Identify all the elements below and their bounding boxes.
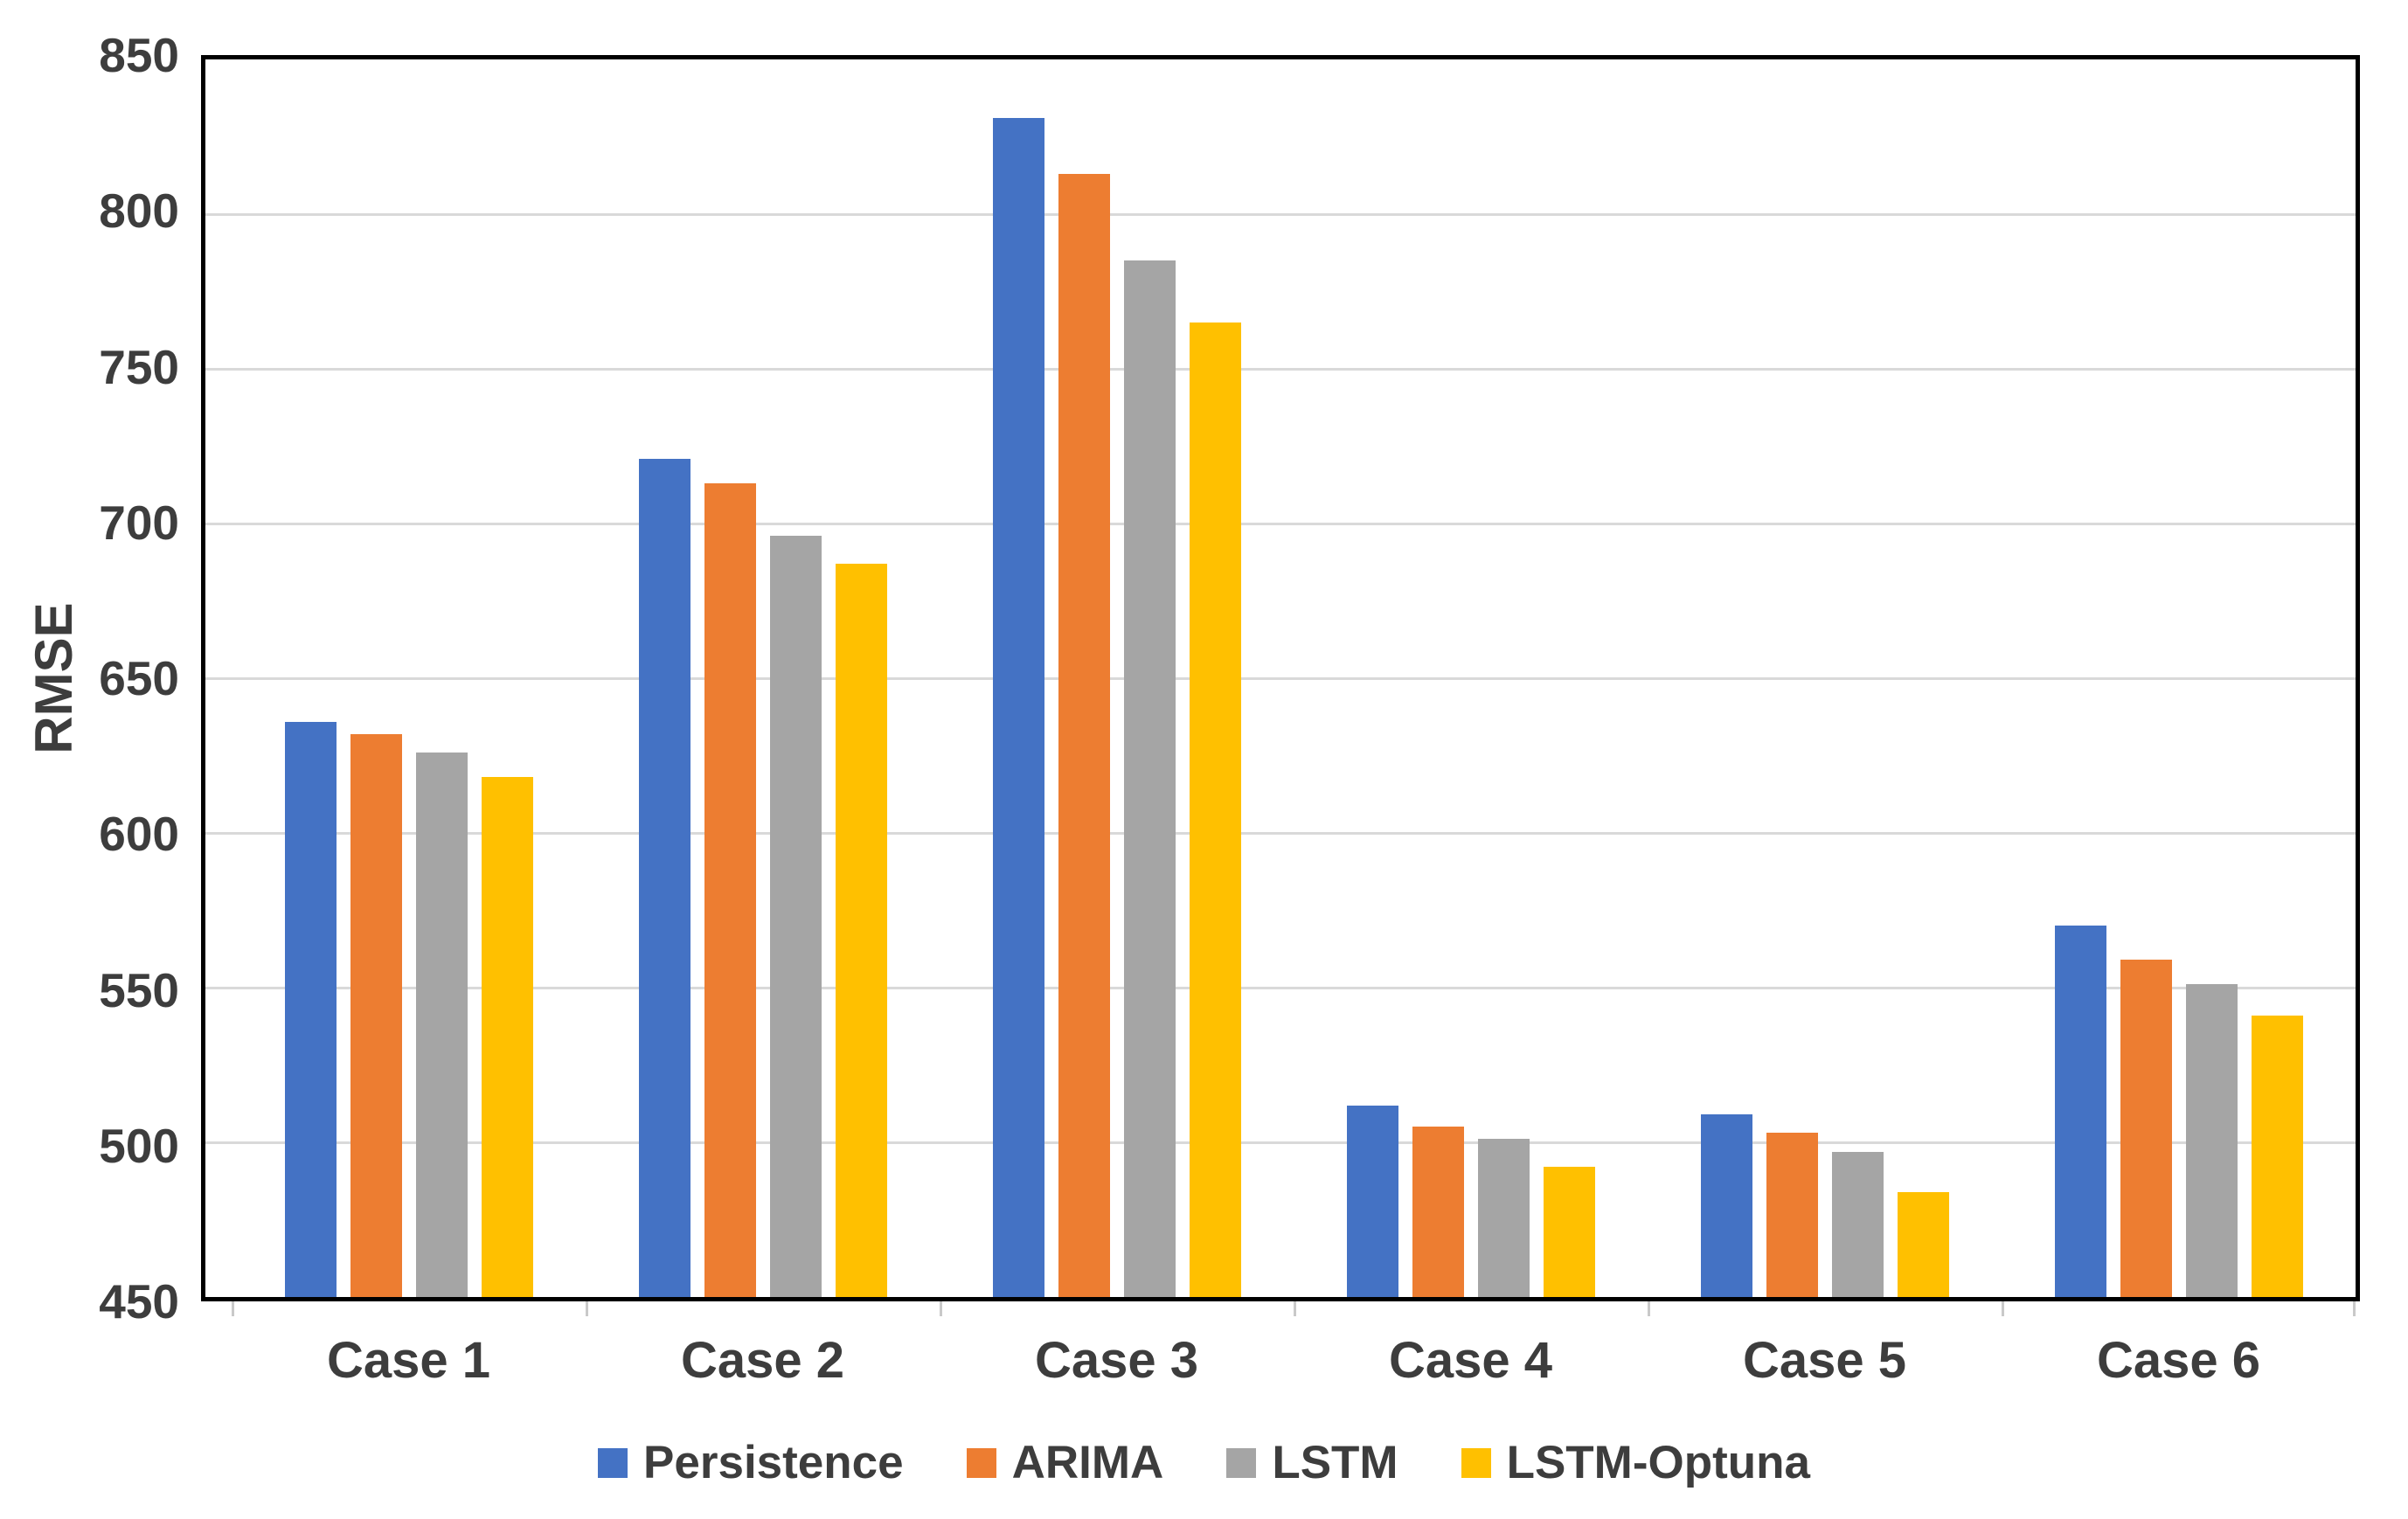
bars-layer xyxy=(232,59,2356,1297)
y-tick-label-750: 750 xyxy=(99,339,179,394)
legend: Persistence ARIMA LSTM LSTM-Optuna xyxy=(0,1430,2408,1496)
gridline-750 xyxy=(205,367,2356,371)
legend-item-persistence: Persistence xyxy=(598,1437,904,1489)
y-tick-label-550: 550 xyxy=(99,962,179,1017)
bar-case-1-arima xyxy=(350,733,402,1297)
x-axis-tick-mark xyxy=(2353,1301,2356,1316)
x-axis-label-case-1: Case 1 xyxy=(326,1332,491,1389)
bar-group-case-4 xyxy=(1294,59,1648,1297)
gridline-550 xyxy=(205,986,2356,989)
bar-group-case-1 xyxy=(232,59,586,1297)
y-tick-label-450: 450 xyxy=(99,1274,179,1328)
gridline-650 xyxy=(205,676,2356,680)
y-tick-label-600: 600 xyxy=(99,807,179,862)
y-tick-label-800: 800 xyxy=(99,184,179,239)
y-tick-label-650: 650 xyxy=(99,651,179,705)
bar-group-case-5 xyxy=(1648,59,2002,1297)
legend-swatch-lstm xyxy=(1226,1448,1257,1478)
bar-case-4-lstm xyxy=(1477,1139,1530,1297)
bar-case-2-lstm-optuna xyxy=(835,564,887,1297)
x-axis-label-case-3: Case 3 xyxy=(1034,1332,1199,1389)
gridline-800 xyxy=(205,212,2356,216)
gridline-600 xyxy=(205,831,2356,835)
x-axis-tick-mark xyxy=(1648,1301,1650,1316)
bar-group-case-2 xyxy=(586,59,940,1297)
bar-case-3-arima xyxy=(1058,173,1110,1297)
legend-label-lstm-optuna: LSTM-Optuna xyxy=(1506,1437,1810,1488)
y-tick-label-700: 700 xyxy=(99,495,179,550)
bar-case-5-persistence xyxy=(1700,1114,1752,1297)
x-axis-tick-mark xyxy=(1294,1301,1296,1316)
bar-case-6-arima xyxy=(2120,960,2172,1297)
bar-group-case-3 xyxy=(940,59,1294,1297)
bar-case-4-persistence xyxy=(1346,1105,1398,1297)
bar-case-5-lstm xyxy=(1831,1151,1884,1297)
x-axis-tick-mark xyxy=(940,1301,942,1316)
bar-case-6-lstm xyxy=(2185,984,2238,1297)
bar-case-6-lstm-optuna xyxy=(2251,1015,2303,1297)
y-tick-label-500: 500 xyxy=(99,1118,179,1173)
legend-item-lstm-optuna: LSTM-Optuna xyxy=(1461,1437,1810,1489)
x-axis-label-case-4: Case 4 xyxy=(1388,1332,1553,1389)
gridline-700 xyxy=(205,522,2356,525)
bar-group-case-6 xyxy=(2002,59,2356,1297)
y-tick-label-850: 850 xyxy=(99,28,179,82)
bar-case-4-lstm-optuna xyxy=(1543,1167,1595,1297)
bar-case-4-arima xyxy=(1412,1127,1464,1297)
x-axis-tick-mark xyxy=(232,1301,234,1316)
gridline-500 xyxy=(205,1141,2356,1144)
bar-case-5-lstm-optuna xyxy=(1897,1191,1949,1297)
bar-case-6-persistence xyxy=(2054,926,2106,1297)
legend-item-lstm: LSTM xyxy=(1226,1437,1398,1489)
legend-label-arima: ARIMA xyxy=(1011,1437,1164,1488)
x-axis-tick-mark xyxy=(2002,1301,2004,1316)
bar-case-1-lstm-optuna xyxy=(481,777,533,1297)
bar-case-5-arima xyxy=(1766,1133,1818,1297)
bar-case-3-lstm-optuna xyxy=(1189,322,1241,1297)
x-axis-tick-mark xyxy=(586,1301,588,1316)
x-axis-label-case-6: Case 6 xyxy=(2096,1332,2261,1389)
bar-case-1-lstm xyxy=(415,752,468,1297)
legend-swatch-persistence xyxy=(598,1448,628,1478)
x-axis-label-case-2: Case 2 xyxy=(680,1332,845,1389)
bar-case-1-persistence xyxy=(284,721,337,1297)
x-axis-label-case-5: Case 5 xyxy=(1742,1332,1907,1389)
bar-case-3-persistence xyxy=(992,118,1044,1297)
legend-label-lstm: LSTM xyxy=(1272,1437,1398,1488)
legend-label-persistence: Persistence xyxy=(643,1437,904,1488)
bar-case-2-lstm xyxy=(769,536,822,1297)
legend-swatch-lstm-optuna xyxy=(1461,1448,1491,1478)
bar-case-3-lstm xyxy=(1123,260,1176,1297)
plot-area xyxy=(201,55,2360,1301)
bar-case-2-arima xyxy=(704,482,756,1297)
bar-case-2-persistence xyxy=(638,458,690,1297)
legend-swatch-arima xyxy=(966,1448,996,1478)
legend-item-arima: ARIMA xyxy=(966,1437,1164,1489)
